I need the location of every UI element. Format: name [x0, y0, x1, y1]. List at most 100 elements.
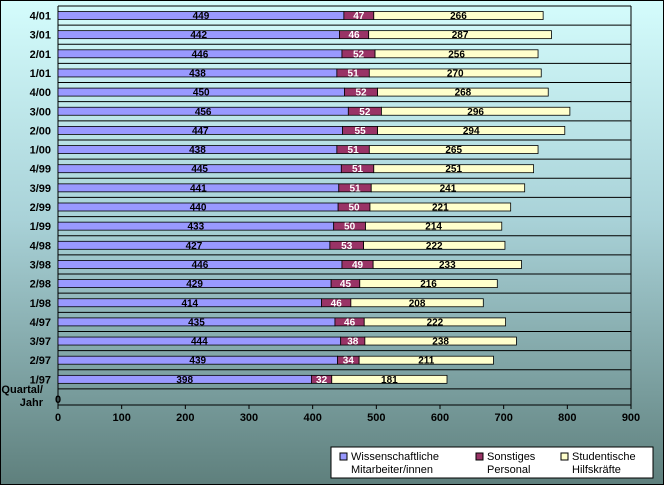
x-tick-label: 700	[494, 412, 512, 424]
data-label: 45	[340, 279, 352, 290]
data-label: 441	[190, 183, 207, 194]
data-label: 241	[440, 183, 457, 194]
bar-segment	[368, 30, 552, 40]
bar-segment	[373, 11, 544, 20]
data-label: 38	[347, 337, 359, 348]
category-label: 4/99	[30, 164, 51, 176]
baseline-tick-label: 0	[55, 394, 61, 406]
data-label: 222	[426, 241, 443, 252]
category-label: 3/99	[30, 183, 51, 195]
x-tick-label: 500	[367, 412, 385, 424]
category-label: 1/01	[30, 68, 51, 80]
category-axis-label: Quartal/	[1, 384, 43, 396]
bar-segment	[368, 145, 539, 154]
bar-segment	[359, 279, 498, 289]
data-label: 211	[418, 356, 435, 367]
bar-segment	[377, 87, 549, 97]
bar-segment	[350, 298, 484, 308]
data-label: 450	[193, 88, 210, 99]
x-tick-label: 100	[112, 412, 130, 424]
data-label: 46	[344, 317, 356, 328]
category-label: 3/97	[30, 336, 51, 348]
data-label: 266	[450, 11, 467, 22]
data-label: 222	[427, 317, 444, 328]
legend-swatch	[475, 452, 484, 461]
bar-segment	[370, 183, 526, 193]
data-label: 208	[409, 298, 426, 309]
legend-swatch	[560, 452, 569, 461]
legend-label: Studentische	[572, 451, 636, 463]
x-tick-label: 0	[55, 412, 61, 424]
bar-segment	[381, 106, 571, 116]
bar-segment	[363, 240, 506, 250]
category-label: 1/99	[30, 221, 51, 233]
data-label: 214	[425, 222, 442, 233]
legend-box	[330, 446, 654, 479]
data-label: 53	[341, 241, 353, 252]
category-label: 4/01	[30, 11, 51, 23]
data-label: 265	[445, 145, 462, 156]
data-label: 238	[432, 337, 449, 348]
data-label: 51	[348, 68, 360, 79]
category-label: 3/98	[30, 259, 51, 271]
bar-segment	[374, 49, 539, 59]
data-label: 446	[192, 260, 209, 271]
category-label: 3/00	[30, 106, 51, 118]
data-label: 447	[192, 126, 209, 137]
data-label: 181	[381, 375, 398, 386]
data-label: 216	[420, 279, 437, 290]
category-label: 2/99	[30, 202, 51, 214]
data-label: 446	[192, 49, 209, 60]
legend-label: Sonstiges	[487, 451, 536, 463]
bar-segment	[364, 336, 517, 346]
legend-label: Hilfskräfte	[572, 464, 621, 476]
data-label: 34	[343, 356, 355, 367]
category-label: 2/01	[30, 49, 51, 61]
data-label: 49	[352, 260, 364, 271]
legend-label: Mitarbeiter/innen	[351, 464, 433, 476]
bar-segment	[377, 126, 566, 135]
data-label: 449	[193, 11, 210, 22]
data-label: 52	[359, 107, 371, 118]
category-label: 2/97	[30, 355, 51, 367]
data-label: 50	[344, 222, 356, 233]
category-label: 1/00	[30, 145, 51, 157]
x-tick-label: 400	[303, 412, 321, 424]
legend-label: Wissenschaftliche	[351, 451, 439, 463]
data-label: 50	[348, 203, 360, 214]
data-label: 51	[348, 145, 360, 156]
data-label: 438	[189, 145, 206, 156]
category-label: 4/97	[30, 317, 51, 329]
x-tick-label: 900	[622, 412, 640, 424]
data-label: 398	[176, 375, 193, 386]
data-label: 444	[191, 337, 208, 348]
bar-segment	[358, 355, 494, 365]
bar-segment	[368, 68, 542, 78]
legend-swatch	[339, 452, 348, 461]
category-label: 1/97	[30, 374, 51, 386]
data-label: 46	[348, 30, 360, 41]
data-label: 445	[191, 164, 208, 175]
data-label: 51	[349, 183, 361, 194]
bar-segment	[363, 317, 506, 327]
data-label: 427	[186, 241, 203, 252]
data-label: 270	[447, 68, 464, 79]
data-label: 433	[187, 222, 204, 233]
data-label: 268	[455, 88, 472, 99]
data-label: 439	[189, 356, 206, 367]
data-label: 221	[432, 203, 449, 214]
x-tick-label: 600	[431, 412, 449, 424]
data-label: 46	[331, 298, 343, 309]
data-label: 438	[189, 68, 206, 79]
data-label: 287	[452, 30, 469, 41]
data-label: 435	[188, 317, 205, 328]
bar-segment	[373, 164, 534, 174]
data-label: 294	[463, 126, 480, 137]
data-label: 233	[439, 260, 456, 271]
data-label: 32	[316, 375, 328, 386]
data-label: 442	[190, 30, 207, 41]
data-label: 51	[352, 164, 364, 175]
category-label: 4/00	[30, 87, 51, 99]
